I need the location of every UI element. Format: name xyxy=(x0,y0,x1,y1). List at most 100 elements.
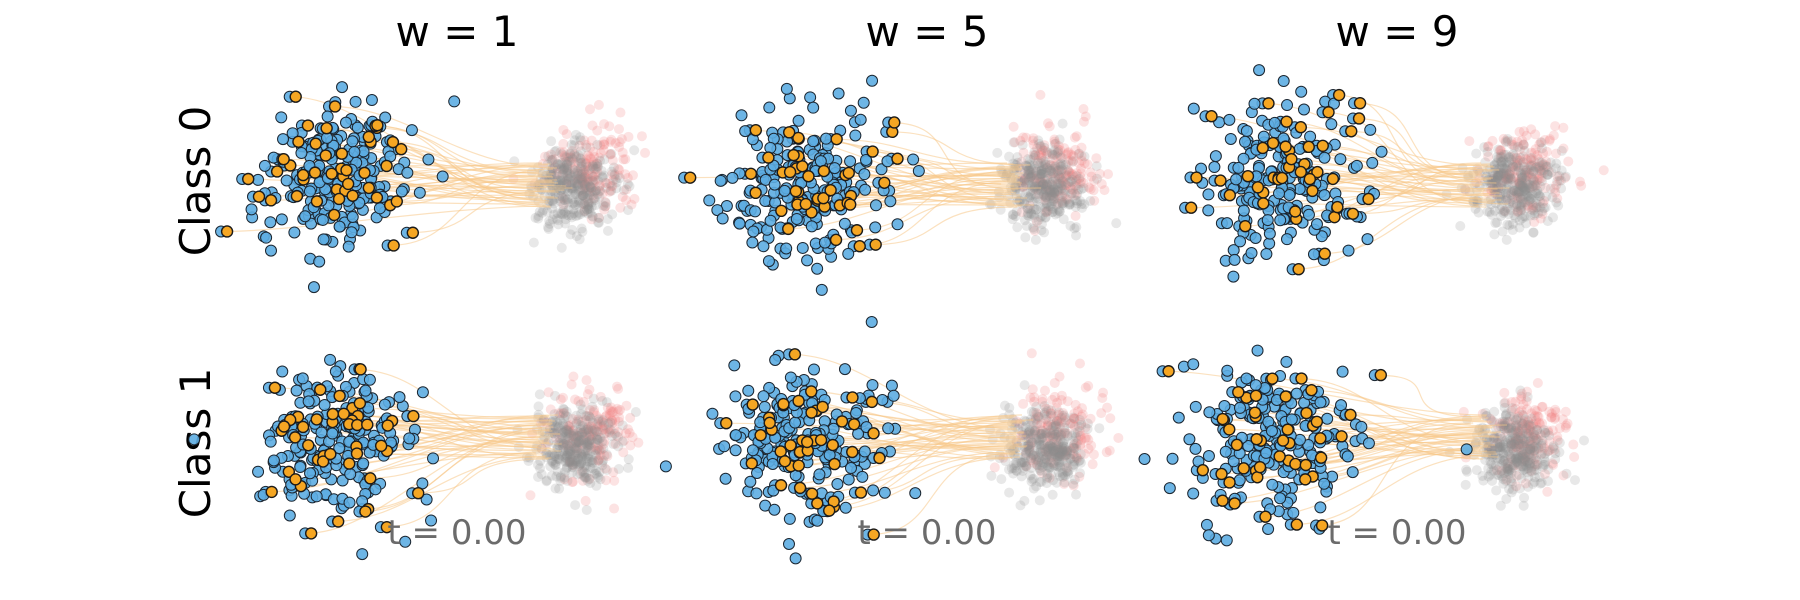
source-point xyxy=(310,490,323,503)
source-point xyxy=(1274,214,1287,227)
target-point xyxy=(1079,158,1090,169)
generated-point xyxy=(575,153,586,164)
source-point xyxy=(1240,125,1253,138)
target-point xyxy=(1076,142,1087,153)
generated-point xyxy=(561,176,572,187)
generated-point xyxy=(592,189,603,200)
target-point xyxy=(586,183,597,194)
generated-point xyxy=(585,181,596,192)
selected-point xyxy=(220,225,234,238)
target-point xyxy=(557,193,568,204)
target-point xyxy=(609,475,620,486)
generated-point xyxy=(564,148,575,159)
source-point xyxy=(1248,97,1261,110)
generated-point xyxy=(1091,173,1102,184)
source-point xyxy=(1460,443,1473,456)
target-point xyxy=(614,142,625,153)
selected-point xyxy=(828,457,841,471)
generated-point xyxy=(574,173,585,184)
target-point xyxy=(579,171,590,182)
generated-point xyxy=(577,190,588,201)
target-point xyxy=(636,131,647,142)
generated-point xyxy=(572,179,583,190)
selected-point xyxy=(826,438,839,452)
target-point xyxy=(1023,165,1034,176)
source-point xyxy=(882,422,895,435)
selected-point xyxy=(1249,389,1263,402)
generated-point xyxy=(559,207,570,218)
source-point xyxy=(1233,474,1246,487)
generated-point xyxy=(563,173,574,184)
selected-point xyxy=(296,168,310,182)
selected-point xyxy=(1248,406,1262,419)
target-point xyxy=(579,199,590,210)
generated-point xyxy=(585,182,596,193)
target-point xyxy=(586,135,597,146)
target-point xyxy=(1060,180,1071,191)
generated-point xyxy=(592,161,603,172)
target-point xyxy=(1067,170,1078,181)
generated-point xyxy=(1041,198,1052,209)
source-point xyxy=(782,537,795,550)
source-point xyxy=(729,429,742,442)
time-label-w5: t = 0.00 xyxy=(857,513,996,553)
generated-point xyxy=(571,231,582,242)
generated-point xyxy=(561,194,572,205)
generated-point xyxy=(563,156,574,167)
target-point xyxy=(587,120,598,131)
generated-point xyxy=(585,207,596,218)
generated-point xyxy=(573,195,584,206)
selected-point xyxy=(328,100,342,113)
generated-point xyxy=(555,159,566,170)
source-point xyxy=(1321,412,1334,425)
target-point xyxy=(604,121,615,132)
source-point xyxy=(805,220,818,233)
source-point xyxy=(1219,445,1232,458)
source-point xyxy=(1355,420,1368,433)
generated-point xyxy=(1482,206,1493,217)
generated-point xyxy=(561,162,572,173)
generated-point xyxy=(533,401,544,412)
generated-point xyxy=(1037,210,1048,221)
target-point xyxy=(1040,195,1051,206)
selected-point xyxy=(327,208,341,222)
source-point xyxy=(290,384,303,397)
generated-point xyxy=(1047,181,1058,192)
selected-point xyxy=(796,160,809,173)
source-point xyxy=(277,133,290,146)
target-point xyxy=(618,154,629,165)
target-point xyxy=(1075,163,1086,174)
source-point xyxy=(1183,433,1196,446)
target-point xyxy=(1032,143,1043,154)
selected-point xyxy=(362,130,375,144)
selected-point xyxy=(802,170,815,183)
target-point xyxy=(573,157,584,168)
generated-point xyxy=(1460,479,1471,490)
generated-point xyxy=(562,165,573,176)
generated-point xyxy=(598,200,609,211)
generated-point xyxy=(556,158,567,169)
generated-point xyxy=(573,168,584,179)
generated-point xyxy=(565,149,576,160)
source-point xyxy=(275,111,288,124)
source-point xyxy=(1336,365,1349,378)
selected-point xyxy=(805,406,818,419)
column-title-w5: w = 5 xyxy=(866,7,989,56)
target-point xyxy=(613,163,624,174)
target-point xyxy=(1033,189,1044,200)
generated-point xyxy=(547,214,558,225)
target-point xyxy=(599,136,610,147)
target-point xyxy=(1049,136,1060,147)
selected-point xyxy=(1326,172,1340,186)
generated-point xyxy=(593,212,604,223)
generated-point xyxy=(1497,226,1508,237)
source-point xyxy=(1342,244,1355,257)
generated-point xyxy=(605,178,616,189)
target-point xyxy=(1055,145,1066,156)
generated-point xyxy=(579,199,590,210)
target-point xyxy=(1074,358,1085,369)
target-point xyxy=(1031,216,1042,227)
generated-point xyxy=(573,207,584,218)
target-point xyxy=(1031,166,1042,177)
target-point xyxy=(1057,173,1068,184)
